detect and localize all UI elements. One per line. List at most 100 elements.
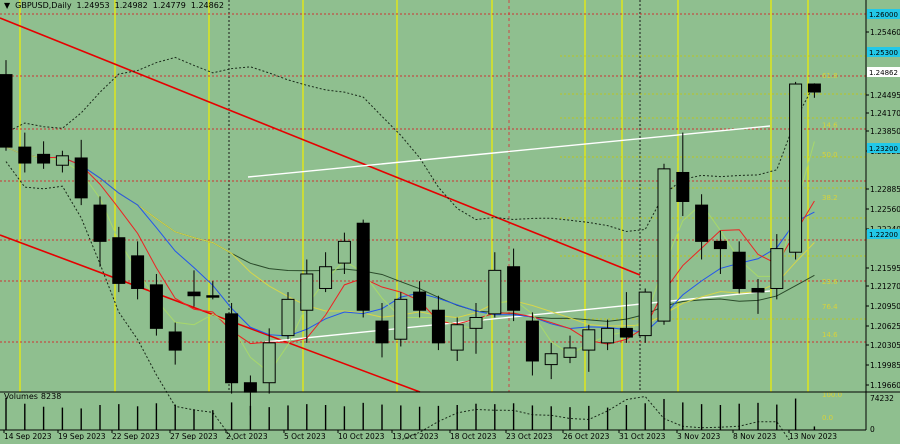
candle-bear[interactable] [525, 320, 539, 362]
price-badge-label: 1.24862 [869, 69, 898, 77]
candle-bull[interactable] [300, 273, 314, 311]
date-tick-label: 3 Nov 2023 [677, 432, 720, 440]
price-tick-label: 1.20950 [870, 302, 900, 311]
candle-bull[interactable] [394, 298, 408, 340]
price-tick-label: 1.22885 [870, 185, 900, 194]
candle-bull[interactable] [450, 324, 464, 351]
candle-bull[interactable] [638, 291, 652, 337]
candle-bull[interactable] [657, 168, 671, 322]
date-tick-label: 19 Sep 2023 [58, 432, 106, 440]
date-tick-label: 10 Oct 2023 [338, 432, 385, 440]
fib-level-label: 14.6 [822, 121, 838, 129]
price-tick-label: 1.20625 [870, 322, 900, 331]
candle-bear[interactable] [695, 204, 709, 242]
price-tick-label: 1.22560 [870, 205, 900, 214]
candle-bull[interactable] [770, 248, 784, 289]
volume-label: Volumes [4, 392, 38, 401]
candle-bull[interactable] [488, 269, 502, 315]
candle-bull[interactable] [469, 316, 483, 329]
candle-bear[interactable] [0, 74, 13, 148]
candle-bull[interactable] [789, 83, 803, 253]
candle-bear[interactable] [149, 284, 163, 329]
chart-header: ▼ GBPUSD,Daily 1.24953 1.24982 1.24779 1.2486… [4, 1, 229, 10]
candle-bear[interactable] [37, 153, 51, 164]
candle-bear[interactable] [751, 287, 765, 293]
volume-value: 8238 [40, 392, 62, 401]
candle-bear[interactable] [619, 327, 633, 338]
candle-bear[interactable] [187, 291, 201, 297]
high-value: 1.24982 [114, 1, 148, 10]
price-tick-label: 1.25460 [870, 28, 900, 37]
band-lower [5, 161, 793, 444]
price-tick-label: 1.24495 [870, 91, 900, 100]
volume-max-label: 74232 [870, 394, 894, 403]
candle-bull[interactable] [319, 266, 333, 289]
candle-bear[interactable] [676, 171, 690, 202]
moving-average-yellow [5, 146, 815, 327]
candle-bear[interactable] [168, 331, 182, 351]
price-tick-label: 1.23850 [870, 127, 900, 136]
candle-bull[interactable] [55, 155, 69, 166]
candle-bull[interactable] [262, 342, 276, 384]
channel-white-lower [264, 290, 771, 343]
date-tick-label: 31 Oct 2023 [619, 432, 666, 440]
price-badge [867, 229, 900, 239]
date-tick-label: 5 Oct 2023 [284, 432, 326, 440]
candle-bear[interactable] [131, 255, 145, 289]
candle-bull[interactable] [601, 327, 615, 344]
candle-bear[interactable] [112, 237, 126, 284]
candle-bull[interactable] [281, 298, 295, 337]
date-tick-label: 18 Oct 2023 [450, 432, 497, 440]
volume-header: Volumes 8238 [4, 392, 64, 401]
channel-red-lower [0, 234, 421, 393]
candles [0, 60, 821, 416]
price-tick-label: 1.24170 [870, 109, 900, 118]
header-arrow-icon: ▼ [4, 1, 11, 10]
candle-bear[interactable] [431, 309, 445, 344]
candle-bear[interactable] [375, 320, 389, 344]
date-tick-label: 13 Oct 2023 [392, 432, 439, 440]
candle-bear[interactable] [713, 240, 727, 250]
date-tick-label: 14 Sep 2023 [4, 432, 52, 440]
moving-average-blue [5, 146, 815, 337]
candle-bull[interactable] [563, 347, 577, 358]
fib-level-label: 14.6 [822, 331, 838, 339]
candle-bear[interactable] [413, 291, 427, 311]
moving-average-red [5, 146, 815, 345]
price-badge-label: 1.25300 [869, 49, 898, 57]
price-tick-label: 1.19985 [870, 361, 900, 370]
open-value: 1.24953 [76, 1, 110, 10]
fib-level-label: 23.6 [822, 278, 838, 286]
date-tick-label: 2 Oct 2023 [226, 432, 268, 440]
candle-bear[interactable] [93, 204, 107, 242]
price-badge [867, 9, 900, 19]
fib-level-label: 38.2 [822, 194, 838, 202]
fib-level-label: 50.0 [822, 151, 838, 159]
candle-bear[interactable] [807, 83, 821, 93]
candle-bear[interactable] [732, 251, 746, 289]
candle-bear[interactable] [356, 222, 370, 311]
volume-min-label: 0 [870, 425, 875, 434]
date-tick-label: 27 Sep 2023 [170, 432, 218, 440]
candle-bear[interactable] [206, 295, 220, 298]
price-tick-label: 1.20305 [870, 341, 900, 350]
candle-bear[interactable] [507, 266, 521, 311]
symbol-label: GBPUSD,Daily [15, 1, 72, 10]
fib-level-label: 76.4 [822, 303, 838, 311]
candle-bull[interactable] [337, 240, 351, 264]
candle-bear[interactable] [225, 313, 239, 384]
candle-bull[interactable] [582, 329, 596, 351]
date-tick-label: 26 Oct 2023 [563, 432, 610, 440]
candle-bear[interactable] [18, 146, 32, 164]
price-badge [867, 47, 900, 57]
volume-bars [5, 398, 816, 430]
candle-bear[interactable] [243, 382, 257, 393]
candle-bear[interactable] [74, 157, 88, 199]
close-value: 1.24862 [190, 1, 224, 10]
fib-level-label: 0.0 [822, 414, 833, 422]
candle-bull[interactable] [544, 353, 558, 366]
